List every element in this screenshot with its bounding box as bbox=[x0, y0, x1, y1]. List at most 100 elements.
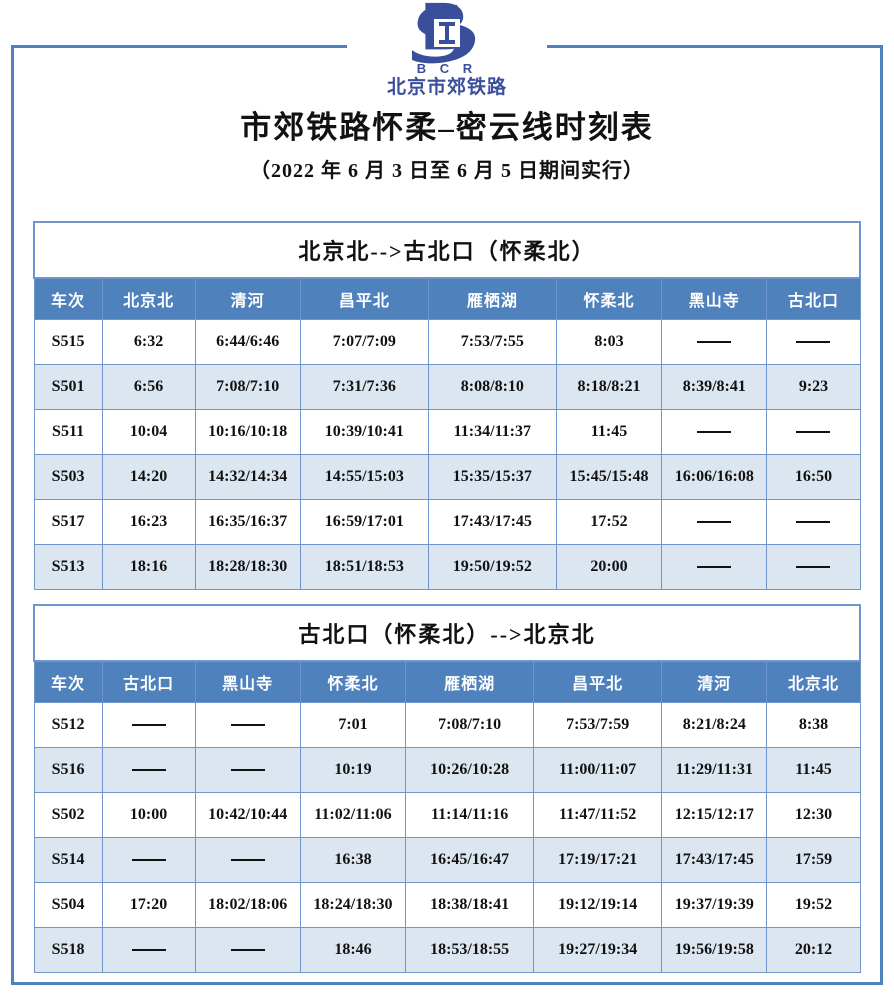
page-subtitle: （2022 年 6 月 3 日至 6 月 5 日期间实行） bbox=[250, 160, 644, 182]
train-number-cell: S518 bbox=[33, 926, 103, 973]
train-number-cell: S504 bbox=[33, 881, 103, 928]
table-row: S511 10:04 10:16/10:18 10:39/10:41 11:34/11:… bbox=[33, 408, 861, 455]
train-number-cell: S516 bbox=[33, 746, 103, 793]
time-cell: 8:39/8:41 bbox=[661, 363, 768, 410]
no-service-dash bbox=[131, 858, 166, 861]
column-header: 车次 bbox=[33, 660, 103, 703]
column-header: 怀柔北 bbox=[555, 277, 663, 320]
column-header: 昌平北 bbox=[299, 277, 429, 320]
time-cell: 16:23 bbox=[101, 498, 196, 545]
time-cell: 11:34/11:37 bbox=[427, 408, 557, 455]
time-cell: 11:47/11:52 bbox=[533, 791, 663, 838]
train-number-cell: S501 bbox=[33, 363, 103, 410]
table-body: 古北口（怀柔北）-->北京北 车次 古北口 黑山寺 怀柔北 雁栖湖 昌平北 清河 北京北 S512… bbox=[33, 604, 861, 973]
brand-acronym: B C R bbox=[416, 61, 478, 76]
column-header: 昌平北 bbox=[533, 660, 663, 703]
no-service-dash bbox=[131, 768, 166, 771]
time-cell bbox=[101, 746, 196, 793]
time-cell: 18:38/18:41 bbox=[405, 881, 535, 928]
no-service-dash bbox=[230, 858, 265, 861]
no-service-dash bbox=[697, 340, 732, 343]
time-cell: 20:00 bbox=[555, 543, 663, 590]
page-title: 市郊铁路怀柔–密云线时刻表 bbox=[240, 110, 654, 145]
no-service-dash bbox=[230, 723, 265, 726]
time-cell: 8:38 bbox=[766, 701, 861, 748]
column-header-row: 车次 古北口 黑山寺 怀柔北 雁栖湖 昌平北 清河 北京北 bbox=[33, 660, 861, 703]
time-cell: 10:04 bbox=[101, 408, 196, 455]
time-cell: 14:32/14:34 bbox=[194, 453, 301, 500]
table-row: S513 18:16 18:28/18:30 18:51/18:53 19:50/19:… bbox=[33, 543, 861, 590]
time-cell: 10:19 bbox=[299, 746, 407, 793]
time-cell bbox=[766, 543, 861, 590]
time-cell: 19:56/19:58 bbox=[661, 926, 768, 973]
time-cell: 10:42/10:44 bbox=[194, 791, 301, 838]
time-cell bbox=[661, 543, 768, 590]
time-cell: 17:43/17:45 bbox=[661, 836, 768, 883]
time-cell: 7:31/7:36 bbox=[299, 363, 429, 410]
no-service-dash bbox=[230, 768, 265, 771]
column-header: 雁栖湖 bbox=[427, 277, 557, 320]
column-header: 古北口 bbox=[766, 277, 861, 320]
time-cell: 7:53/7:59 bbox=[533, 701, 663, 748]
time-cell: 18:16 bbox=[101, 543, 196, 590]
time-cell: 10:26/10:28 bbox=[405, 746, 535, 793]
time-cell: 12:15/12:17 bbox=[661, 791, 768, 838]
time-cell: 8:21/8:24 bbox=[661, 701, 768, 748]
time-cell: 11:14/11:16 bbox=[405, 791, 535, 838]
time-cell: 16:38 bbox=[299, 836, 407, 883]
table-row: S517 16:23 16:35/16:37 16:59/17:01 17:43/17:… bbox=[33, 498, 861, 545]
column-header: 怀柔北 bbox=[299, 660, 407, 703]
column-header: 雁栖湖 bbox=[405, 660, 535, 703]
column-header: 北京北 bbox=[101, 277, 196, 320]
time-cell bbox=[661, 408, 768, 455]
time-cell bbox=[661, 318, 768, 365]
no-service-dash bbox=[230, 948, 265, 951]
time-cell: 10:00 bbox=[101, 791, 196, 838]
no-service-dash bbox=[796, 565, 831, 568]
no-service-dash bbox=[131, 948, 166, 951]
time-cell: 20:12 bbox=[766, 926, 861, 973]
brand-name-cn: 北京市郊铁路 bbox=[386, 77, 507, 98]
time-cell bbox=[194, 926, 301, 973]
time-cell: 18:46 bbox=[299, 926, 407, 973]
time-cell: 6:56 bbox=[101, 363, 196, 410]
time-cell: 17:52 bbox=[555, 498, 663, 545]
train-number-cell: S502 bbox=[33, 791, 103, 838]
brand-logo-block: B C R 北京市郊铁路 bbox=[347, 2, 547, 101]
table-row: S518 18:46 18:53/18:55 19:27/19:34 19:56/19:… bbox=[33, 926, 861, 973]
time-cell: 15:35/15:37 bbox=[427, 453, 557, 500]
table-row: S516 10:19 10:26/10:28 11:00/11:07 11:29/11:… bbox=[33, 746, 861, 793]
train-number-cell: S511 bbox=[33, 408, 103, 455]
train-number-cell: S513 bbox=[33, 543, 103, 590]
timetable-table: 古北口（怀柔北）-->北京北 车次 古北口 黑山寺 怀柔北 雁栖湖 昌平北 清河 北京北 S512… bbox=[33, 604, 861, 973]
time-cell bbox=[194, 746, 301, 793]
table-row: S514 16:38 16:45/16:47 17:19/17:21 17:43/17:… bbox=[33, 836, 861, 883]
time-cell: 8:18/8:21 bbox=[555, 363, 663, 410]
no-service-dash bbox=[796, 340, 831, 343]
column-header: 车次 bbox=[33, 277, 103, 320]
train-number-cell: S515 bbox=[33, 318, 103, 365]
timetable-southbound: 北京北-->古北口（怀柔北） 车次 北京北 清河 昌平北 雁栖湖 怀柔北 黑山寺 古北口 S515… bbox=[33, 221, 861, 590]
table-row: S503 14:20 14:32/14:34 14:55/15:03 15:35/15:… bbox=[33, 453, 861, 500]
time-cell: 6:44/6:46 bbox=[194, 318, 301, 365]
time-cell: 8:08/8:10 bbox=[427, 363, 557, 410]
time-cell bbox=[194, 701, 301, 748]
direction-label: 古北口（怀柔北）-->北京北 bbox=[33, 604, 861, 662]
direction-label: 北京北-->古北口（怀柔北） bbox=[33, 221, 861, 279]
time-cell: 15:45/15:48 bbox=[555, 453, 663, 500]
time-cell: 16:59/17:01 bbox=[299, 498, 429, 545]
table-row: S512 7:01 7:08/7:10 7:53/7:59 8:21/8:24 8:38 bbox=[33, 701, 861, 748]
time-cell: 11:45 bbox=[766, 746, 861, 793]
time-cell: 12:30 bbox=[766, 791, 861, 838]
column-header: 北京北 bbox=[766, 660, 861, 703]
bcr-railway-logo-icon bbox=[412, 2, 476, 64]
no-service-dash bbox=[796, 520, 831, 523]
time-cell: 8:03 bbox=[555, 318, 663, 365]
time-cell: 19:52 bbox=[766, 881, 861, 928]
time-cell: 17:59 bbox=[766, 836, 861, 883]
time-cell: 16:50 bbox=[766, 453, 861, 500]
timetable-table: 北京北-->古北口（怀柔北） 车次 北京北 清河 昌平北 雁栖湖 怀柔北 黑山寺 古北口 S515… bbox=[33, 221, 861, 590]
train-number-cell: S514 bbox=[33, 836, 103, 883]
table-row: S515 6:32 6:44/6:46 7:07/7:09 7:53/7:55 8:03 bbox=[33, 318, 861, 365]
table-row: S504 17:20 18:02/18:06 18:24/18:30 18:38/18:… bbox=[33, 881, 861, 928]
